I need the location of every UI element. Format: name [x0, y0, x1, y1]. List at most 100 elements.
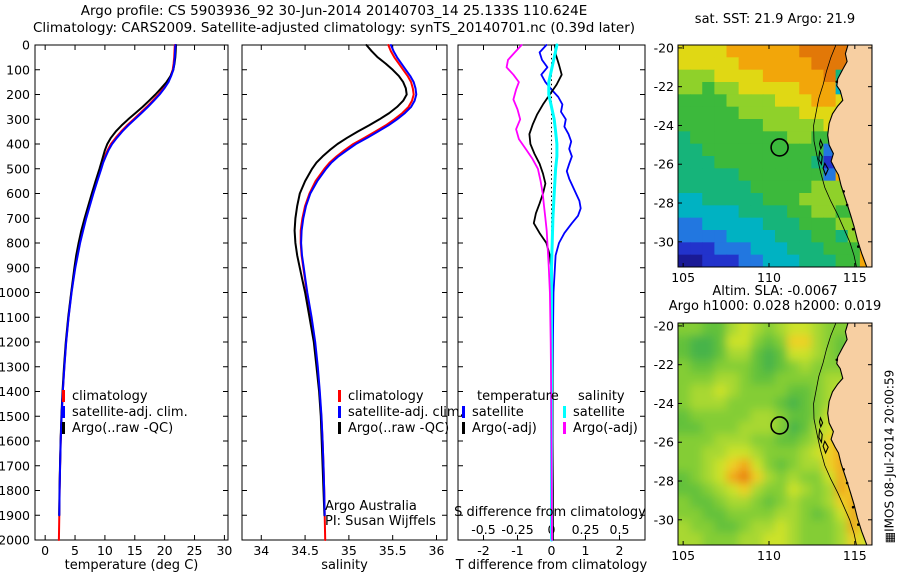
climatology-line-sample — [338, 390, 341, 402]
svg-text:-0.25: -0.25 — [501, 522, 533, 537]
svg-text:10: 10 — [97, 543, 113, 558]
legend-header-label: temperature — [477, 389, 559, 404]
svg-text:115: 115 — [843, 548, 867, 563]
s-satellite-line-sample — [563, 406, 566, 418]
svg-text:400: 400 — [6, 137, 30, 152]
argo-raw-line-sample — [62, 422, 65, 434]
svg-text:1500: 1500 — [0, 409, 30, 424]
svg-text:110: 110 — [757, 270, 781, 285]
legend-label: satellite-adj. clim. — [72, 405, 188, 420]
svg-text:34.5: 34.5 — [291, 543, 319, 558]
svg-text:0: 0 — [41, 543, 49, 558]
svg-text:1800: 1800 — [0, 483, 30, 498]
satellite-adj-line-sample — [62, 406, 65, 418]
legend-item-argo-raw: Argo(..raw -QC) — [338, 421, 464, 437]
svg-text:-30: -30 — [654, 512, 674, 527]
legend-label: satellite — [472, 405, 524, 420]
sst-map: 105 110 115 -20 -22 -24 -26 -28 -30 — [654, 40, 873, 285]
credit-line-1: Argo Australia — [325, 499, 417, 514]
salinity-legend: climatology satellite-adj. clim. Argo(..… — [338, 389, 464, 437]
svg-text:30: 30 — [216, 543, 232, 558]
sla-map-title-line2: Argo h1000: 0.028 h2000: 0.019 — [668, 299, 882, 314]
svg-text:100: 100 — [6, 62, 30, 77]
svg-text:1200: 1200 — [0, 335, 30, 350]
figure-title-line2: Climatology: CARS2009. Satellite-adjuste… — [32, 20, 636, 36]
svg-text:-20: -20 — [654, 318, 674, 333]
svg-text:-26: -26 — [654, 435, 674, 450]
svg-text:-30: -30 — [654, 234, 674, 249]
t-difference-axis-label: T difference from climatology — [455, 558, 648, 573]
svg-text:-26: -26 — [654, 157, 674, 172]
legend-item-argo-raw: Argo(..raw -QC) — [62, 421, 188, 437]
difference-salinity-legend: salinity satellite Argo(-adj) — [563, 389, 638, 437]
s-difference-axis-label: S difference from climatology — [454, 505, 646, 520]
legend-item-t-argo: Argo(-adj) — [462, 421, 559, 437]
legend-header-label: salinity — [578, 389, 625, 404]
svg-text:20: 20 — [157, 543, 173, 558]
legend-label: Argo(-adj) — [472, 421, 537, 436]
salinity-panel: 34 34.5 35 35.5 36 — [241, 44, 448, 558]
svg-text:1600: 1600 — [0, 434, 30, 449]
argo-raw-line-sample — [338, 422, 341, 434]
sla-map: 105 110 115 -20 -22 -24 -26 -28 -30 — [654, 318, 873, 563]
svg-text:115: 115 — [843, 270, 867, 285]
svg-text:-24: -24 — [654, 396, 674, 411]
legend-item-climatology: climatology — [62, 389, 188, 405]
svg-text:25: 25 — [187, 543, 203, 558]
svg-text:36: 36 — [429, 543, 445, 558]
legend-label: Argo(..raw -QC) — [348, 421, 450, 436]
svg-text:1700: 1700 — [0, 458, 30, 473]
legend-label: Argo(..raw -QC) — [72, 421, 174, 436]
legend-item-satellite-adj: satellite-adj. clim. — [338, 405, 464, 421]
svg-text:1400: 1400 — [0, 384, 30, 399]
sla-map-title-line1: Altim. SLA: -0.0067 — [712, 284, 838, 299]
legend-label: climatology — [348, 389, 424, 404]
svg-text:-20: -20 — [654, 40, 674, 55]
legend-item-satellite-adj: satellite-adj. clim. — [62, 405, 188, 421]
argo-float-marker — [770, 138, 789, 157]
svg-text:5: 5 — [71, 543, 79, 558]
svg-text:-1: -1 — [511, 543, 523, 558]
svg-text:35.5: 35.5 — [379, 543, 407, 558]
t-argo-line-sample — [462, 422, 465, 434]
legend-item-s-argo: Argo(-adj) — [563, 421, 638, 437]
svg-text:-24: -24 — [654, 118, 674, 133]
temperature-axis-label: temperature (deg C) — [64, 558, 199, 573]
svg-text:1100: 1100 — [0, 310, 30, 325]
satellite-adj-line-sample — [338, 406, 341, 418]
svg-text:200: 200 — [6, 87, 30, 102]
svg-text:0: 0 — [548, 543, 556, 558]
svg-text:-28: -28 — [654, 474, 674, 489]
sst-map-title: sat. SST: 21.9 Argo: 21.9 — [694, 12, 856, 27]
svg-text:500: 500 — [6, 161, 30, 176]
difference-temperature-legend: temperature satellite Argo(-adj) — [462, 389, 559, 437]
svg-text:105: 105 — [671, 548, 695, 563]
salinity-legend-header: salinity — [563, 389, 638, 405]
svg-text:1300: 1300 — [0, 359, 30, 374]
svg-text:700: 700 — [6, 211, 30, 226]
svg-text:300: 300 — [6, 112, 30, 127]
svg-text:800: 800 — [6, 236, 30, 251]
t-satellite-line-sample — [462, 406, 465, 418]
legend-label: Argo(-adj) — [573, 421, 638, 436]
temperature-legend: climatology satellite-adj. clim. Argo(..… — [62, 389, 188, 437]
legend-item-t-satellite: satellite — [462, 405, 559, 421]
svg-text:110: 110 — [757, 548, 781, 563]
svg-text:1900: 1900 — [0, 508, 30, 523]
imos-stamp: ▦IMOS 08-Jul-2014 20:00:59 — [882, 369, 897, 544]
climatology-line-sample — [62, 390, 65, 402]
svg-text:0: 0 — [22, 38, 30, 53]
legend-item-s-satellite: satellite — [563, 405, 638, 421]
svg-text:600: 600 — [6, 186, 30, 201]
svg-text:0.25: 0.25 — [572, 522, 600, 537]
legend-label: climatology — [72, 389, 148, 404]
svg-text:-22: -22 — [654, 79, 674, 94]
legend-label: satellite-adj. clim. — [348, 405, 464, 420]
temperature-legend-header: temperature — [462, 389, 559, 405]
argo-float-marker — [770, 416, 789, 435]
svg-text:2000: 2000 — [0, 533, 30, 548]
svg-text:1000: 1000 — [0, 285, 30, 300]
s-argo-line-sample — [563, 422, 566, 434]
svg-text:-22: -22 — [654, 357, 674, 372]
